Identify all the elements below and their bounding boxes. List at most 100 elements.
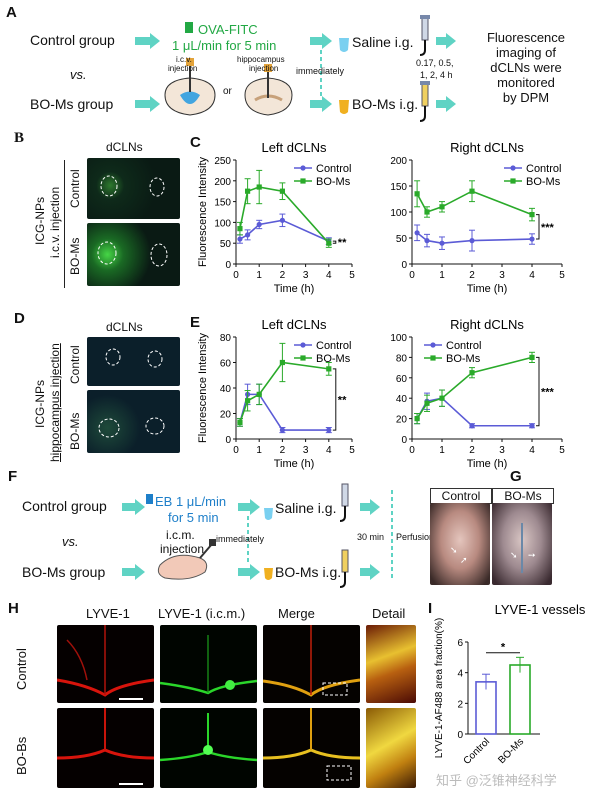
legend-label: BO-Ms [316,176,351,188]
x-tick-label: 2 [280,270,286,281]
significance-bracket [332,240,337,244]
y-tick-label: 100 [214,218,231,229]
eb-line-1: EB 1 μL/min [155,494,227,509]
data-point [424,209,430,215]
y-tick-label: 250 [214,156,231,167]
svg-text:➙: ➙ [528,550,536,560]
panel-d-row-2: BO-Ms [68,412,82,450]
panel-f-schematic [122,483,393,588]
y-tick-label: 200 [390,156,407,167]
data-point [256,391,262,397]
data-point [469,370,475,376]
series-line-control [239,219,330,242]
saline-vial-icon [264,508,273,520]
legend-marker [430,342,436,348]
icv-label-2: injection [168,64,198,73]
panel-d-row-1: Control [68,345,82,384]
data-point [414,416,420,422]
data-point [245,398,251,404]
y-tick-label: 40 [220,384,232,395]
series-line-control [416,397,532,427]
data-point [529,423,535,429]
y-tick-label: 100 [390,208,407,219]
data-point [469,423,475,429]
gavage-syringe-icon [419,15,430,56]
y-tick-label: 40 [396,394,408,405]
gavage-syringe-icon [339,549,349,588]
legend-marker [300,355,306,361]
x-tick-label: 4 [326,270,332,281]
y-tick-label: 0 [225,260,231,271]
ova-title: OVA-FITC [198,22,258,37]
chart-title: Right dCLNs [450,317,524,332]
series-line-control [416,232,533,245]
data-point [414,191,420,197]
data-point [414,230,420,236]
data-point [424,400,430,406]
series-line-bo-ms [239,361,329,423]
x-tick-label: 3 [499,270,505,281]
series-line-control [239,393,329,431]
x-axis-label: Time (h) [274,458,315,470]
icm-line-2: injection [160,542,205,556]
x-tick-label: 5 [559,445,565,456]
x-tick-label: 1 [439,445,445,456]
panel-letter-b: B [14,130,25,146]
control-group-label: Control group [30,32,115,48]
x-tick-label: 5 [559,270,565,281]
panel-a-schematic [135,15,456,122]
f-bo-group: BO-Ms group [22,564,106,580]
x-tick-label: 5 [349,270,355,281]
data-point [279,188,285,194]
h-col-4: Detail [372,606,406,621]
y-tick-label: 50 [396,234,408,245]
x-axis-label: Time (h) [274,283,315,295]
wait-label: 30 min [357,532,385,542]
y-axis-label: LYVE-1-AF488 area fraction(%) [434,618,445,758]
svg-text:➘: ➘ [510,550,518,560]
y-tick-label: 50 [220,239,232,250]
icm-line-1: i.c.m. [166,528,195,542]
series-line-bo-ms [416,356,533,420]
h-col-1: LYVE-1 [86,606,130,621]
chart-title: Right dCLNs [450,140,524,155]
legend-label: BO-Ms [446,353,481,365]
series-line-bo-ms [416,190,533,216]
significance-label: *** [541,222,555,234]
result-line: dCLNs were [490,60,562,75]
eb-vial-icon [146,494,153,504]
arrow-icon [135,33,160,49]
x-tick-label: 0 [409,445,415,456]
h-image-lyve1-control [56,625,155,703]
data-point [279,427,285,433]
result-text: Fluorescence imaging of dCLNs were monit… [466,30,586,105]
x-axis-label: Time (h) [467,283,508,295]
data-point [469,238,475,244]
data-point [529,354,535,360]
mouse-icon [157,539,216,580]
times-label-1: 0.17, 0.5, [416,58,454,68]
significance-label: ** [338,237,347,249]
y-tick-label: 80 [220,333,232,344]
panel-letter-f: F [8,468,18,485]
times-label-2: 1, 2, 4 h [420,70,453,80]
g-label-control: Control [430,488,492,504]
h-image-lyve1-bo [56,708,155,788]
panel-letter-i: I [428,600,433,617]
bo-ig-label: BO-Ms i.g. [352,96,419,112]
f-control-group: Control group [22,498,107,514]
bar-control [475,681,497,735]
dcln-image-bo [87,223,180,286]
x-tick-label: 0 [409,270,415,281]
significance-label: ** [338,394,347,406]
data-point [439,395,445,401]
legend-label: BO-Ms [316,353,351,365]
perfusion-label: Perfusion [396,532,435,542]
panel-letter-c: C [190,134,201,151]
panel-letter-a: A [6,4,17,21]
panel-letter-e: E [190,314,201,331]
x-tick-label: 4 [529,270,535,281]
y-tick-label: 20 [220,410,232,421]
h-row-1: Control [14,648,29,690]
